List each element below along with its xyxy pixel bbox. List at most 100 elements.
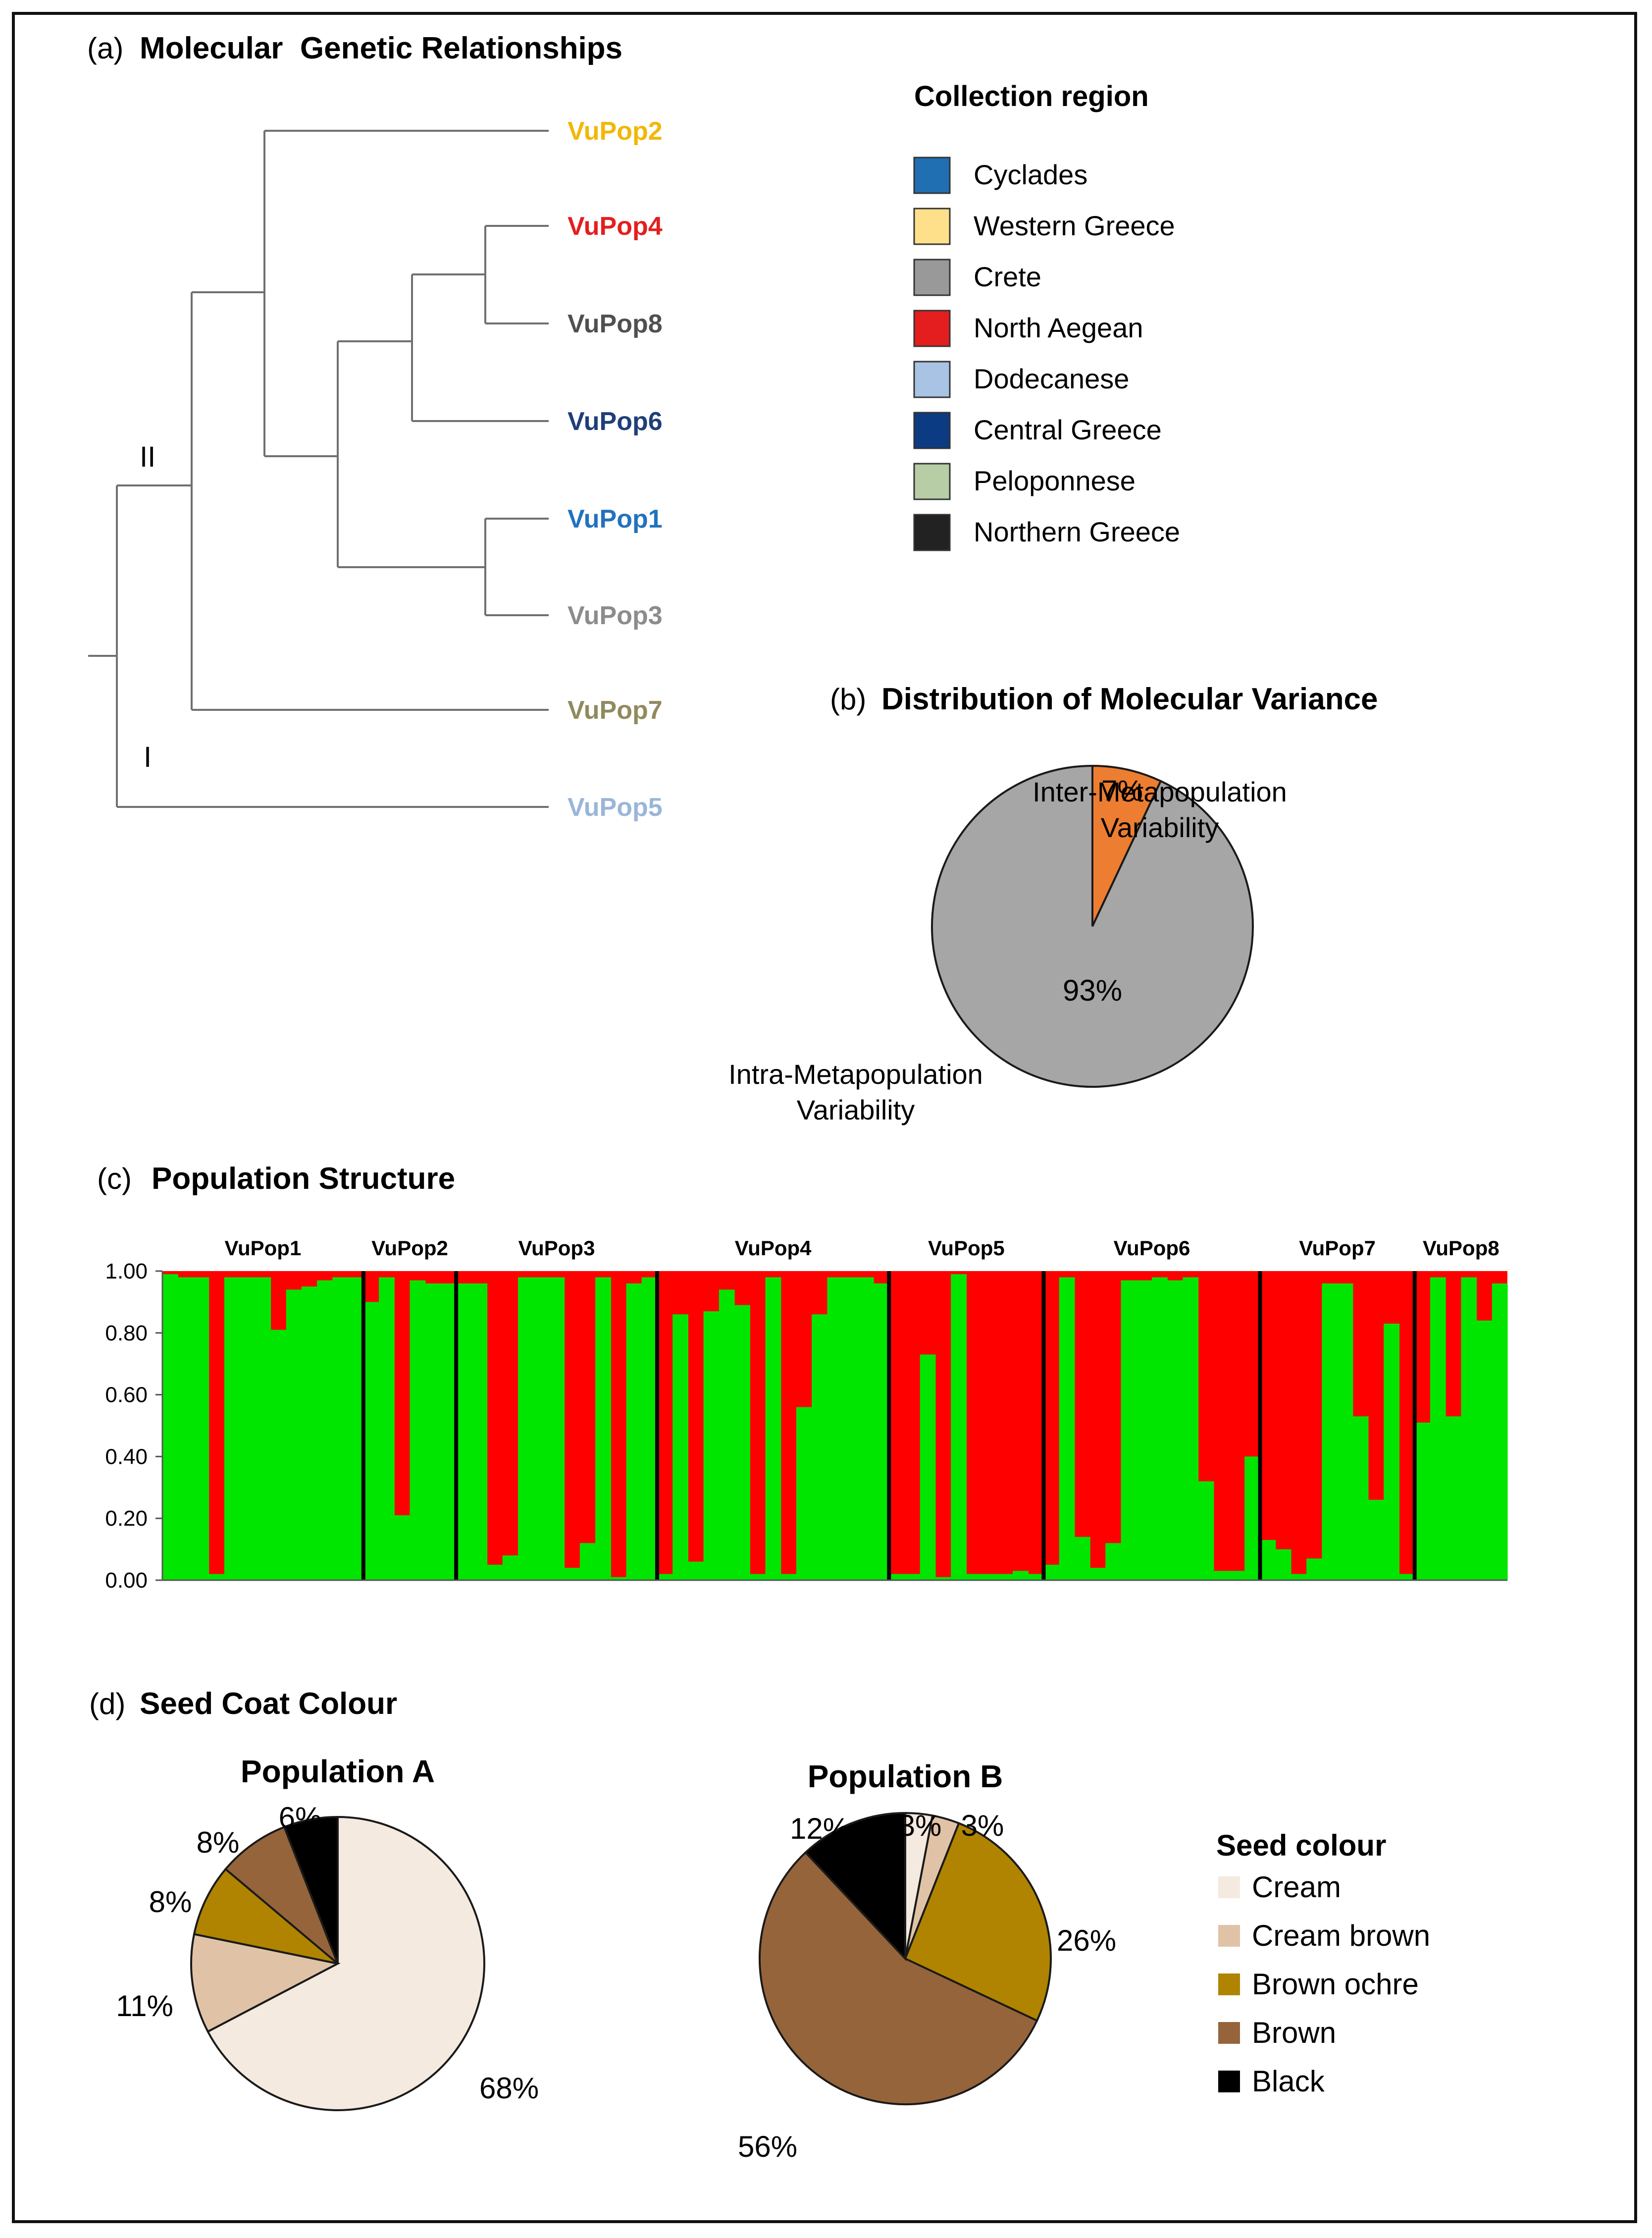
variance-pie-label-intra-line2: Variability (797, 1094, 915, 1125)
clade-label-ii: II (140, 441, 155, 473)
panel-d-title: Seed Coat Colour (140, 1687, 397, 1721)
structure-bar-vupop4-35 (703, 1311, 720, 1580)
structure-bar-vupop3-22 (502, 1555, 518, 1580)
tip-label-vupop8: VuPop8 (568, 310, 663, 338)
structure-bar-vupop1-0 (162, 1274, 178, 1580)
structure-bar-vupop6-64 (1151, 1277, 1168, 1580)
panel-c-title: Population Structure (152, 1162, 455, 1196)
structure-bar-vupop4-37 (734, 1305, 750, 1580)
structure-bar-vupop3-24 (533, 1277, 550, 1580)
structure-bar-vupop4-34 (688, 1561, 704, 1580)
panel-a-title: Molecular Genetic Relationships (140, 31, 622, 65)
seed-pie-b-label-brown-ochre: 26% (1057, 1924, 1116, 1957)
structure-bar-vupop1-6 (255, 1277, 271, 1580)
structure-bar-vupop3-23 (518, 1277, 534, 1580)
structure-bar-vupop5-56 (1028, 1574, 1044, 1580)
structure-bar-vupop7-74 (1306, 1558, 1322, 1580)
structure-bar-vupop3-30 (626, 1283, 642, 1580)
structure-bar-vupop6-65 (1167, 1280, 1184, 1580)
structure-bar-vupop3-31 (641, 1277, 658, 1580)
structure-bar-vupop2-13 (363, 1302, 379, 1580)
structure-bar-vupop7-77 (1352, 1416, 1369, 1580)
structure-group-label-vupop7: VuPop7 (1299, 1236, 1376, 1260)
structure-bar-vupop2-18 (440, 1283, 457, 1580)
seed-pie-a-label-cream-brown: 11% (116, 1989, 173, 2023)
seed-swatch-cream (1218, 1876, 1240, 1898)
structure-bar-vupop3-25 (549, 1277, 565, 1580)
seed-legend-label-brown-ochre: Brown ochre (1252, 1968, 1419, 2001)
structure-bar-vupop6-67 (1198, 1481, 1214, 1580)
structure-group-label-vupop6: VuPop6 (1114, 1236, 1190, 1260)
structure-bar-vupop4-46 (874, 1283, 889, 1580)
region-swatch-crete (913, 259, 951, 296)
structure-bar-vupop1-5 (240, 1277, 256, 1580)
region-swatch-northern-greece (913, 514, 951, 551)
structure-bar-vupop2-14 (379, 1277, 395, 1580)
structure-bar-vupop1-2 (193, 1277, 209, 1580)
seed-swatch-brown-ochre (1218, 1973, 1240, 1995)
figure-frame (12, 12, 1637, 2223)
structure-bar-vupop3-28 (595, 1277, 611, 1580)
structure-bar-vupop2-15 (394, 1515, 411, 1580)
structure-bar-vupop7-76 (1337, 1283, 1353, 1580)
structure-bar-vupop4-33 (672, 1314, 689, 1580)
structure-bar-vupop5-53 (981, 1574, 998, 1580)
seed-pie-a-slice-3 (224, 1825, 339, 1965)
dendrogram-tip-labels: VuPop2 VuPop4 VuPop8 VuPop6 VuPop1 VuPop… (568, 117, 663, 822)
seed-pie-b-slice-2 (904, 1822, 1052, 2022)
region-legend-items: Cyclades Western Greece Crete North Aege… (913, 157, 1180, 551)
structure-bar-vupop5-49 (920, 1354, 936, 1580)
seed-pie-a-slice-1 (190, 1933, 341, 2033)
seed-pie-a-label-black: 6% (279, 1801, 322, 1834)
panel-a-label: (a) (87, 32, 123, 65)
seed-pie-a-slice-0 (206, 1815, 485, 2111)
clade-label-i: I (144, 741, 152, 773)
structure-bar-vupop6-66 (1183, 1277, 1199, 1580)
seed-pie-population-a: 68% 11% 8%8% 6% (116, 1801, 539, 2111)
variance-pie-slice-1 (930, 764, 1254, 1088)
structure-bar-vupop4-41 (796, 1407, 812, 1580)
region-swatch-north-aegean (913, 310, 951, 347)
structure-bar-vupop1-12 (348, 1277, 364, 1580)
region-legend-title: Collection region (914, 80, 1149, 112)
structure-bar-vupop8-84 (1461, 1277, 1477, 1580)
region-label-north-aegean: North Aegean (974, 312, 1143, 343)
region-legend: Collection region Cyclades Western Greec… (913, 80, 1180, 551)
structure-bar-vupop6-59 (1074, 1537, 1090, 1580)
variance-pie-label-intra-line1: Intra-Metapopulation (728, 1059, 983, 1090)
region-swatch-peloponnese (913, 463, 951, 500)
variance-pie-value-intra: 93% (1063, 974, 1122, 1007)
structure-bar-vupop5-54 (997, 1574, 1013, 1580)
seed-pie-a-label-brown: 8% (197, 1826, 240, 1859)
region-label-western-greece: Western Greece (974, 210, 1175, 241)
pie-title-population-a: Population A (241, 1754, 435, 1789)
structure-bar-vupop6-70 (1244, 1456, 1261, 1580)
seed-pie-b-label-brown: 56% (738, 2130, 797, 2163)
structure-bar-vupop8-85 (1476, 1320, 1493, 1580)
region-swatch-cyclades (913, 157, 951, 194)
seed-pie-b-label-cream-brown: 3% (961, 1809, 1004, 1842)
structure-y-tick-label-2: 0.40 (105, 1444, 148, 1469)
structure-bar-vupop3-21 (487, 1564, 503, 1580)
structure-bar-vupop6-69 (1229, 1571, 1245, 1580)
tip-label-vupop3: VuPop3 (568, 601, 663, 630)
structure-bar-vupop4-38 (750, 1574, 766, 1580)
seed-pie-b-label-cream: 3% (899, 1809, 942, 1842)
region-swatch-western-greece (913, 208, 951, 245)
region-label-northern-greece: Northern Greece (974, 516, 1180, 547)
structure-bar-vupop2-17 (425, 1283, 441, 1580)
seed-pie-a-label-brown-ochre: 8% (149, 1885, 192, 1918)
structure-bar-vupop2-16 (410, 1280, 426, 1580)
tip-label-vupop2: VuPop2 (568, 117, 663, 146)
structure-group-label-vupop2: VuPop2 (371, 1236, 448, 1260)
structure-bar-vupop6-61 (1105, 1543, 1122, 1580)
seed-legend-label-cream: Cream (1252, 1870, 1341, 1904)
structure-bar-vupop4-42 (812, 1314, 827, 1580)
seed-legend-title: Seed colour (1216, 1829, 1386, 1862)
seed-swatch-black (1218, 2071, 1240, 2092)
structure-group-label-vupop3: VuPop3 (518, 1236, 595, 1260)
structure-y-tick-label-3: 0.60 (105, 1383, 148, 1407)
seed-swatch-brown (1218, 2022, 1240, 2044)
structure-bar-vupop6-60 (1090, 1568, 1106, 1580)
structure-bar-vupop5-55 (1013, 1571, 1029, 1580)
